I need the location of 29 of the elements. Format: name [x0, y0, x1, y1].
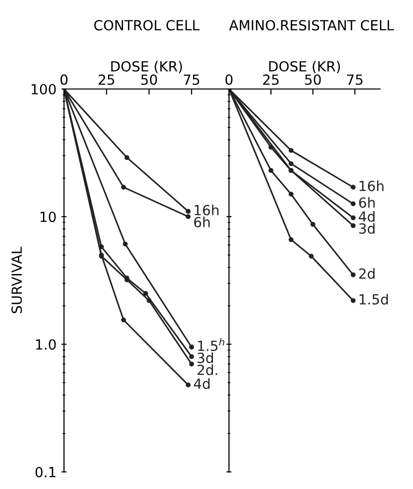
y-axis-title: SURVIVAL: [11, 246, 22, 314]
chart-title: CONTROL CELL: [94, 20, 200, 30]
chart-title: AMINO.RESISTANT CELL: [229, 20, 394, 30]
x-tick-label: 0: [60, 74, 68, 85]
x-axis-title: DOSE (KR): [269, 60, 340, 74]
y-tick-label: 1.0: [36, 339, 56, 350]
series-label: 1.5d: [360, 294, 388, 305]
series-label: 6h: [194, 216, 210, 228]
x-tick-label: 75: [347, 74, 362, 85]
series-label: 1.5$^{h}$: [198, 338, 224, 352]
x-tick-label: 0: [225, 74, 232, 85]
x-tick-label: 25: [98, 74, 114, 85]
x-tick-label: 25: [263, 74, 279, 85]
series-label: 2d.: [198, 364, 218, 376]
x-tick-label: 75: [184, 74, 200, 85]
x-axis-title: DOSE (KR): [111, 60, 182, 74]
series-label: 16h: [194, 204, 218, 216]
series-label: 2d: [359, 268, 375, 279]
y-tick-label: 10: [40, 212, 56, 222]
y-tick-label: 0.1: [36, 466, 56, 478]
series-label: 4d: [194, 378, 210, 389]
series-label: 4d: [358, 211, 375, 222]
series-label: 3d: [359, 223, 375, 234]
x-tick-label: 50: [305, 74, 321, 85]
y-tick-label: 100: [32, 84, 56, 94]
series-label: 3d: [198, 352, 213, 364]
series-label: 16h: [360, 180, 384, 192]
series-label: 6h: [359, 197, 375, 208]
x-tick-label: 50: [141, 74, 157, 85]
